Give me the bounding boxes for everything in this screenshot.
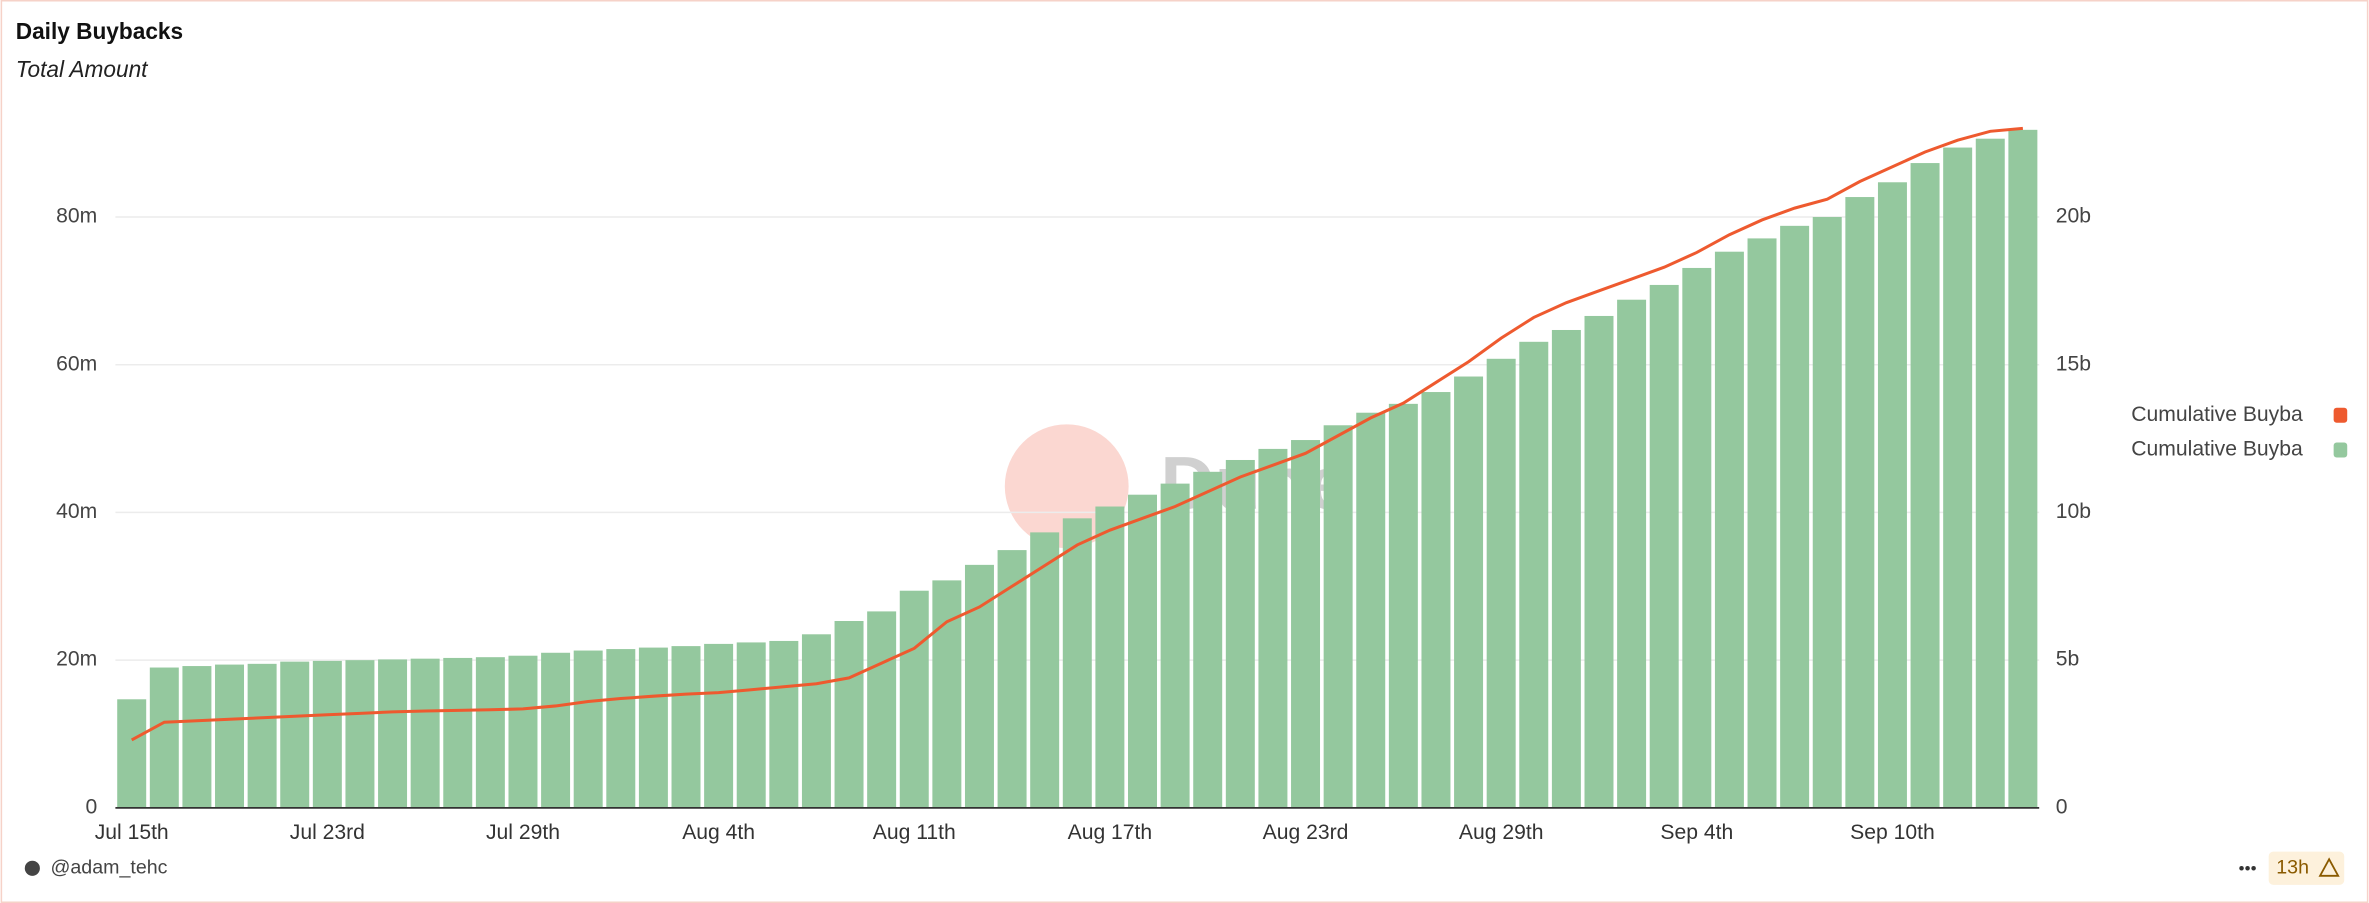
bar: [1617, 299, 1647, 808]
bar: [475, 657, 505, 808]
bar: [1910, 163, 1940, 808]
bar: [1128, 494, 1157, 808]
warning-icon: [2318, 857, 2340, 877]
legend-swatch: [2333, 442, 2348, 458]
y-tick-label: 0: [86, 795, 98, 818]
bar: [1062, 518, 1092, 808]
y-tick-label: 20m: [56, 648, 97, 671]
chart-subtitle: Total Amount: [16, 56, 149, 82]
bar: [1421, 392, 1451, 808]
bar: [1388, 403, 1418, 808]
bar: [834, 621, 864, 808]
bar: [1877, 182, 1907, 808]
bar: [1160, 483, 1190, 808]
bar: [1714, 251, 1744, 808]
bar: [1193, 471, 1223, 808]
bar: [247, 663, 277, 808]
chart-title: Daily Buybacks: [16, 18, 183, 44]
legend-label: Cumulative Buyba: [2131, 438, 2303, 461]
bar: [1682, 267, 1712, 808]
y-tick-label: 40m: [56, 500, 97, 523]
bar: [606, 649, 636, 808]
y-tick-label: 80m: [56, 205, 97, 228]
age: 13h: [2276, 856, 2309, 878]
bar: [149, 667, 179, 808]
bar: [1225, 459, 1255, 808]
bar: [1356, 412, 1386, 808]
y2-tick-label: 10b: [2056, 500, 2091, 523]
bar: [867, 611, 897, 808]
bar: [2008, 129, 2038, 808]
line: [130, 126, 2024, 742]
bar: [573, 650, 603, 808]
x-tick-label: Aug 17th: [1068, 821, 1153, 844]
bar: [638, 647, 668, 808]
bar: [1943, 147, 1973, 808]
x-tick-label: Aug 11th: [873, 821, 956, 844]
avatar[interactable]: [24, 860, 40, 876]
bar: [541, 652, 571, 808]
bar: [1845, 197, 1875, 808]
bar: [1291, 440, 1321, 808]
bar: [182, 666, 212, 808]
bar: [1030, 532, 1060, 808]
x-tick-label: Aug 29th: [1459, 821, 1544, 844]
bar: [932, 580, 962, 808]
bar: [117, 699, 147, 808]
bar: [801, 634, 831, 808]
x-tick-label: Aug 23rd: [1263, 821, 1349, 844]
bar: [1584, 315, 1614, 808]
bar: [410, 658, 440, 808]
bar: [1323, 425, 1353, 808]
y2-tick-label: 0: [2056, 795, 2068, 818]
bar: [443, 657, 473, 808]
bar: [997, 550, 1027, 808]
legend-label: Cumulative Buyba: [2131, 403, 2303, 426]
bar: [704, 643, 734, 808]
bar: [1551, 329, 1581, 808]
bar: [378, 659, 408, 808]
x-tick-label: Jul 15th: [95, 821, 169, 844]
bar: [215, 664, 245, 808]
bar: [736, 642, 766, 808]
bar: [1747, 238, 1777, 808]
bar: [345, 660, 375, 808]
y2-tick-label: 15b: [2056, 352, 2091, 375]
bar: [899, 590, 929, 808]
bar: [1975, 138, 2005, 808]
bar: [1519, 341, 1549, 808]
more-menu[interactable]: [2239, 866, 2256, 871]
author[interactable]: @adam_tehc: [50, 856, 167, 878]
bar: [1454, 376, 1484, 808]
x-tick-label: Jul 29th: [486, 821, 560, 844]
y2-tick-label: 20b: [2056, 205, 2091, 228]
bar: [769, 640, 799, 808]
y2-tick-label: 5b: [2056, 648, 2080, 671]
legend-swatch: [2333, 407, 2348, 423]
x-tick-label: Jul 23rd: [290, 821, 365, 844]
bar: [1649, 284, 1679, 808]
bar: [280, 661, 310, 808]
bar: [508, 655, 538, 808]
bar: [1258, 448, 1288, 808]
x-tick-label: Sep 4th: [1660, 821, 1733, 844]
bar: [1095, 506, 1125, 808]
x-tick-label: Aug 4th: [682, 821, 755, 844]
y-tick-label: 60m: [56, 352, 97, 375]
bar: [1486, 358, 1516, 808]
bar: [1780, 225, 1810, 808]
x-tick-label: Sep 10th: [1850, 821, 1935, 844]
bar: [671, 646, 701, 808]
bar: [1812, 216, 1842, 808]
bar: [312, 660, 342, 808]
